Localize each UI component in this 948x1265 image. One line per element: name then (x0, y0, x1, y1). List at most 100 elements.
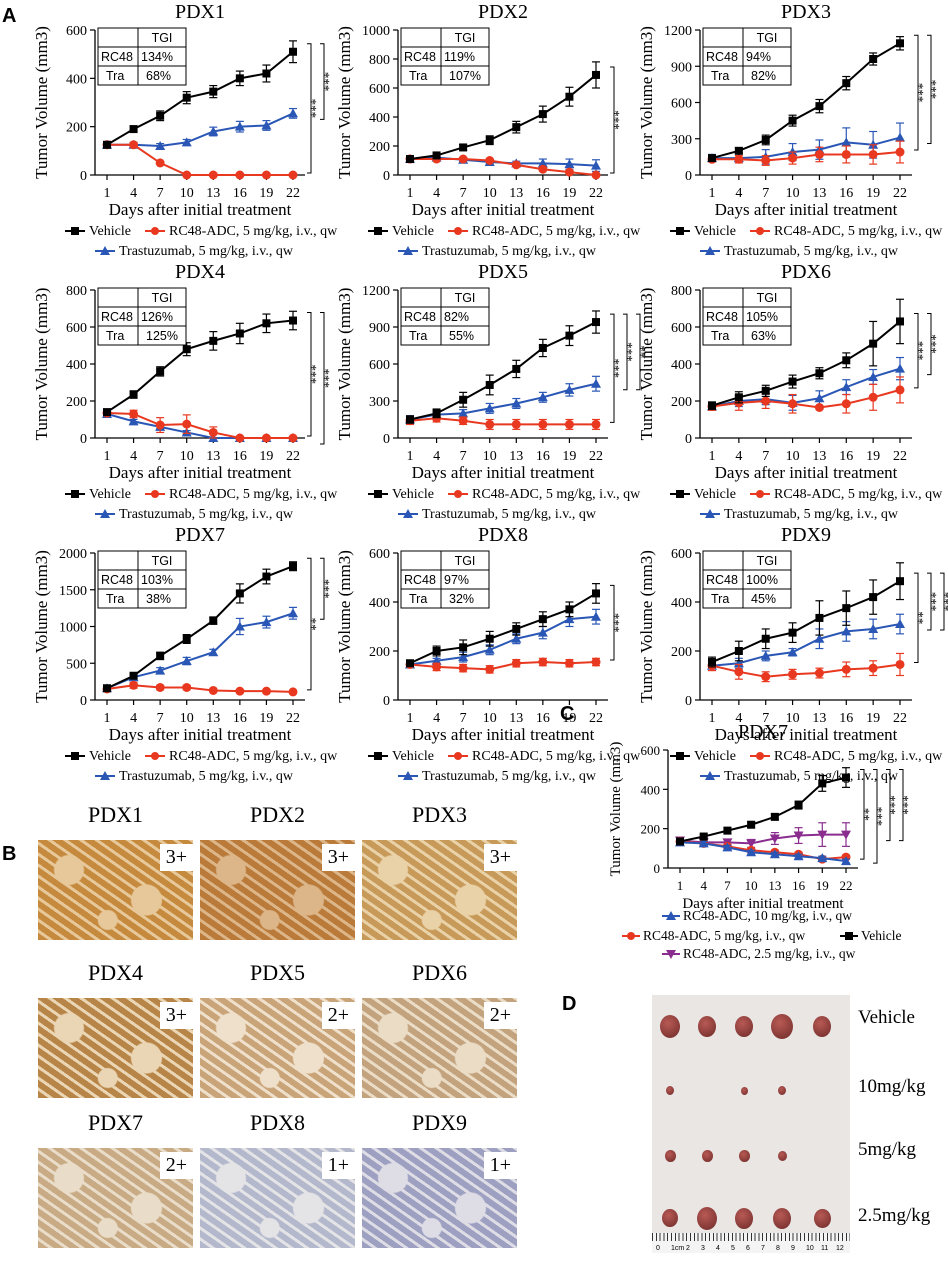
y-axis-label: Tumor Volume (mm3) (32, 550, 51, 703)
tra-point (155, 141, 166, 150)
legend-rc48: RC48-ADC, 5 mg/kg, i.v., qw (169, 749, 338, 764)
rc48-point (734, 154, 744, 164)
y-tick-label: 200 (671, 645, 692, 660)
tra-point (208, 647, 219, 657)
sig-bracket (307, 312, 312, 437)
series-vehicle (708, 298, 904, 410)
ruler-mark: 12 (836, 1245, 844, 1252)
x-tick-label: 1 (677, 878, 684, 893)
rc48-point (485, 156, 495, 165)
vehicle-point (512, 624, 521, 633)
legend-vehicle-marker (71, 490, 79, 498)
y-tick-label: 200 (671, 395, 692, 410)
vehicle-point (747, 820, 756, 829)
x-tick-label: 16 (536, 449, 550, 464)
x-tick-label: 10 (745, 878, 758, 893)
tumor-specimen (735, 1208, 753, 1229)
x-tick-label: 22 (589, 449, 603, 464)
y-tick-label: 0 (383, 694, 390, 709)
ihc-image: 1+ (362, 1148, 517, 1248)
rc48-point (788, 399, 798, 409)
vehicle-point (869, 593, 878, 602)
tra-point (484, 403, 495, 413)
legend-rc48: RC48-ADC, 5 mg/kg, i.v., qw (472, 487, 641, 502)
legend-c-item-0: RC48-ADC, 10 mg/kg, i.v., qw (683, 908, 852, 923)
tra-point (484, 644, 495, 654)
tra-point (181, 656, 192, 666)
rc48-point (261, 686, 271, 696)
rc48-point (288, 170, 298, 180)
legend-vehicle-marker (71, 752, 79, 760)
x-axis-label: Days after initial treatment (715, 463, 898, 482)
ihc-title: PDX5 (249, 960, 305, 985)
x-axis-label: Days after initial treatment (412, 463, 595, 482)
x-tick-label: 19 (866, 711, 880, 726)
vehicle-point (592, 589, 600, 598)
her2-score-badge: 2+ (483, 1002, 517, 1029)
tumor-specimen (662, 1209, 678, 1228)
rc48-point (432, 662, 442, 672)
her2-score-badge: 3+ (483, 844, 517, 871)
x-tick-label: 7 (157, 449, 164, 464)
vehicle-point (182, 93, 191, 102)
sig-label: *** (928, 592, 943, 612)
ihc-title: PDX3 (411, 802, 467, 827)
x-tick-label: 4 (433, 711, 440, 726)
legend-vehicle: Vehicle (89, 224, 131, 239)
tgi-row-rc48: RC48 (101, 573, 133, 587)
y-tick-label: 800 (671, 284, 692, 299)
rc48-point (182, 683, 192, 693)
ihc-image: 2+ (362, 998, 517, 1098)
y-tick-label: 1200 (362, 284, 390, 299)
ruler-mark: 2 (686, 1245, 690, 1252)
sig-bracket (623, 313, 628, 391)
tgi-row-rc48: RC48 (101, 310, 133, 324)
x-tick-label: 1 (407, 711, 414, 726)
tra-point (722, 842, 733, 852)
tgi-table: TGI RC48 103% Tra 38% (97, 550, 187, 609)
sig-bracket (610, 584, 615, 661)
legend-vehicle: Vehicle (392, 224, 434, 239)
x-tick-label: 16 (839, 711, 853, 726)
rc48-point (761, 156, 771, 165)
legend-rc48: RC48-ADC, 5 mg/kg, i.v., qw (774, 487, 943, 502)
tgi-value-tra: 45% (751, 592, 776, 606)
rc48-point (458, 663, 468, 673)
y-tick-label: 600 (671, 97, 692, 112)
sig-bracket (307, 43, 312, 174)
rc48-point (511, 419, 521, 429)
y-axis-label: Tumor Volume (mm3) (637, 550, 656, 703)
legend-c-marker (666, 950, 676, 959)
tgi-value-tra: 63% (751, 329, 776, 343)
series-vehicle (676, 767, 850, 846)
tra-point (128, 416, 139, 426)
y-tick-label: 400 (671, 358, 692, 373)
vehicle-point (761, 634, 770, 643)
rc48-point (895, 385, 905, 395)
y-axis-label: Tumor Volume (mm3) (608, 742, 624, 877)
x-tick-label: 10 (483, 186, 497, 201)
tgi-value-tra: 38% (146, 592, 171, 606)
her2-score-badge: 3+ (159, 1002, 193, 1029)
x-tick-label: 10 (180, 449, 194, 464)
rc48-point (155, 158, 165, 168)
ihc-title: PDX1 (87, 802, 143, 827)
y-tick-label: 400 (671, 596, 692, 611)
vehicle-point (818, 779, 827, 788)
legend-tra: Trastuzumab, 5 mg/kg, i.v., qw (422, 507, 597, 522)
chart-title: PDX2 (478, 1, 528, 23)
rc48-point (485, 664, 495, 674)
x-tick-label: 13 (206, 449, 220, 464)
sig-label: *** (887, 795, 902, 815)
series-line (107, 143, 293, 176)
rc48-point (814, 402, 824, 412)
tra-point (458, 408, 469, 418)
x-axis-label: Days after initial treatment (109, 200, 292, 219)
tumor-photo: 0 1cm 2 3 4 5 6 7 8 9 10 11 12 (652, 995, 850, 1253)
x-tick-label: 22 (840, 878, 853, 893)
vehicle-point (289, 316, 297, 325)
rc48-point (288, 687, 298, 697)
ruler-mark: 9 (791, 1245, 795, 1252)
